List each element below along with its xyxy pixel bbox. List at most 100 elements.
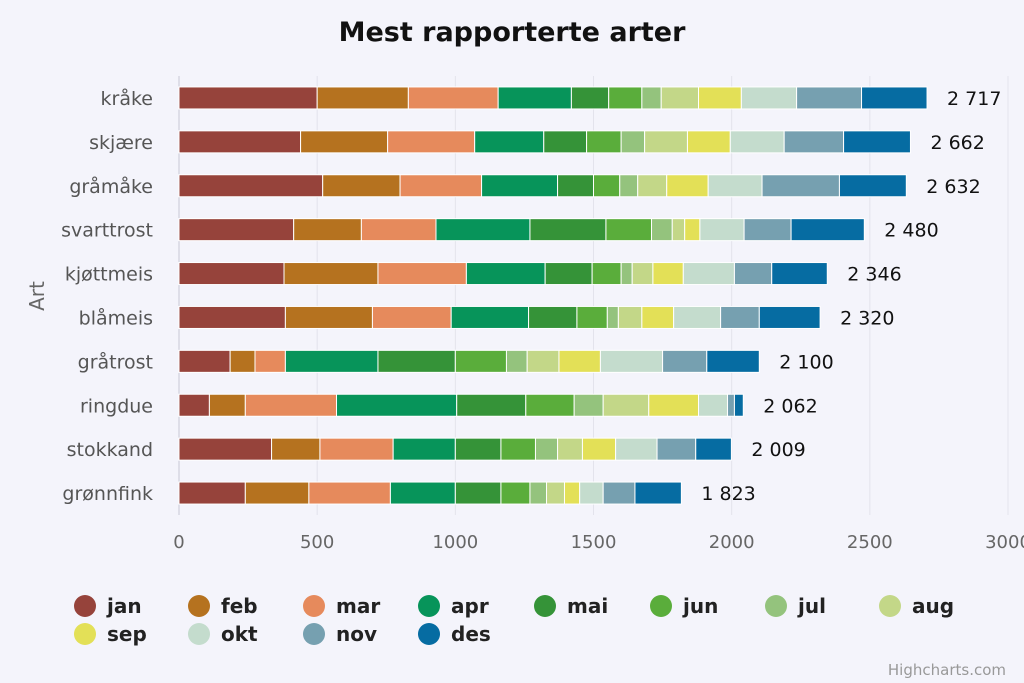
bar-segment-nov-5[interactable] [720,305,760,329]
legend-item-mar[interactable]: mar [303,594,380,618]
bar-segment-jan-8[interactable] [178,437,273,461]
bar-segment-jul-3[interactable] [651,218,673,242]
bar-segment-nov-9[interactable] [602,481,636,505]
bar-segment-feb-8[interactable] [271,437,321,461]
legend-item-okt[interactable]: okt [188,622,258,646]
bar-segment-jun-5[interactable] [576,305,608,329]
bar-segment-jun-1[interactable] [586,130,622,154]
bar-segment-okt-1[interactable] [729,130,785,154]
bar-segment-apr-7[interactable] [336,393,458,417]
bar-segment-feb-4[interactable] [283,262,379,286]
bar-segment-feb-6[interactable] [229,349,256,373]
bar-segment-aug-2[interactable] [637,174,668,198]
bar-segment-okt-0[interactable] [740,86,798,110]
bar-segment-jul-8[interactable] [534,437,559,461]
bar-segment-sep-2[interactable] [666,174,709,198]
legend-item-nov[interactable]: nov [303,622,377,646]
legend-item-mai[interactable]: mai [534,594,608,618]
bar-segment-mai-8[interactable] [454,437,502,461]
bar-segment-apr-6[interactable] [284,349,379,373]
bar-segment-mai-4[interactable] [544,262,593,286]
bar-segment-feb-5[interactable] [284,305,373,329]
bar-segment-jun-6[interactable] [454,349,507,373]
bar-segment-feb-9[interactable] [244,481,310,505]
bar-segment-mai-6[interactable] [377,349,456,373]
bar-segment-mai-3[interactable] [529,218,607,242]
bar-segment-mar-2[interactable] [399,174,483,198]
bar-segment-jun-9[interactable] [500,481,531,505]
bar-segment-jul-2[interactable] [619,174,639,198]
bar-segment-nov-0[interactable] [796,86,863,110]
bar-segment-aug-7[interactable] [602,393,650,417]
bar-segment-mai-2[interactable] [557,174,594,198]
bar-segment-jun-4[interactable] [591,262,622,286]
bar-segment-jun-7[interactable] [525,393,575,417]
bar-segment-aug-9[interactable] [546,481,565,505]
bar-segment-des-5[interactable] [758,305,821,329]
bar-segment-jan-3[interactable] [178,218,295,242]
bar-segment-mai-1[interactable] [543,130,588,154]
bar-segment-mai-7[interactable] [456,393,527,417]
bar-segment-des-4[interactable] [771,262,828,286]
bar-segment-jul-6[interactable] [505,349,528,373]
bar-segment-jun-3[interactable] [605,218,653,242]
bar-segment-des-7[interactable] [733,393,744,417]
credits-link[interactable]: Highcharts.com [888,661,1006,679]
bar-segment-des-9[interactable] [634,481,682,505]
bar-segment-sep-4[interactable] [652,262,684,286]
legend-item-feb[interactable]: feb [188,594,258,618]
bar-segment-nov-4[interactable] [733,262,773,286]
bar-segment-aug-4[interactable] [631,262,654,286]
bar-segment-aug-1[interactable] [644,130,688,154]
bar-segment-jul-1[interactable] [620,130,646,154]
bar-segment-aug-3[interactable] [671,218,686,242]
legend-item-apr[interactable]: apr [418,594,489,618]
bar-segment-jan-1[interactable] [178,130,302,154]
bar-segment-sep-0[interactable] [698,86,742,110]
bar-segment-jan-4[interactable] [178,262,285,286]
bar-segment-jan-2[interactable] [178,174,324,198]
bar-segment-jul-5[interactable] [606,305,619,329]
legend-item-jul[interactable]: jul [765,594,826,618]
bar-segment-apr-1[interactable] [474,130,545,154]
bar-segment-nov-7[interactable] [727,393,735,417]
bar-segment-sep-8[interactable] [581,437,617,461]
bar-segment-apr-0[interactable] [497,86,572,110]
bar-segment-mar-8[interactable] [319,437,394,461]
bar-segment-apr-3[interactable] [435,218,531,242]
bar-segment-apr-5[interactable] [450,305,530,329]
bar-segment-sep-6[interactable] [558,349,601,373]
legend-item-jun[interactable]: jun [650,594,718,618]
bar-segment-nov-1[interactable] [783,130,845,154]
bar-segment-okt-6[interactable] [599,349,664,373]
bar-segment-des-6[interactable] [706,349,760,373]
bar-segment-okt-8[interactable] [615,437,658,461]
bar-segment-mar-0[interactable] [407,86,499,110]
bar-segment-jan-7[interactable] [178,393,210,417]
bar-segment-jan-6[interactable] [178,349,231,373]
legend-item-jan[interactable]: jan [74,594,142,618]
bar-segment-des-1[interactable] [843,130,911,154]
bar-segment-apr-2[interactable] [481,174,559,198]
bar-segment-okt-4[interactable] [682,262,735,286]
bar-segment-okt-7[interactable] [698,393,729,417]
bar-segment-sep-1[interactable] [686,130,731,154]
bar-segment-nov-2[interactable] [761,174,840,198]
bar-segment-jul-9[interactable] [529,481,548,505]
bar-segment-sep-7[interactable] [648,393,700,417]
bar-segment-apr-9[interactable] [389,481,456,505]
bar-segment-des-0[interactable] [861,86,928,110]
bar-segment-jun-0[interactable] [608,86,643,110]
bar-segment-mai-9[interactable] [454,481,502,505]
bar-segment-mar-7[interactable] [244,393,338,417]
bar-segment-aug-5[interactable] [617,305,643,329]
legend[interactable]: jan feb mar apr mai jun jul aug sep okt nov des [74,594,954,646]
bar-segment-jan-9[interactable] [178,481,246,505]
bar-segment-des-8[interactable] [695,437,732,461]
bar-segment-apr-4[interactable] [465,262,546,286]
legend-item-des[interactable]: des [418,622,491,646]
bar-segment-mar-6[interactable] [254,349,286,373]
bar-segment-sep-3[interactable] [684,218,701,242]
bar-segment-aug-8[interactable] [557,437,583,461]
bar-segment-mar-3[interactable] [360,218,437,242]
